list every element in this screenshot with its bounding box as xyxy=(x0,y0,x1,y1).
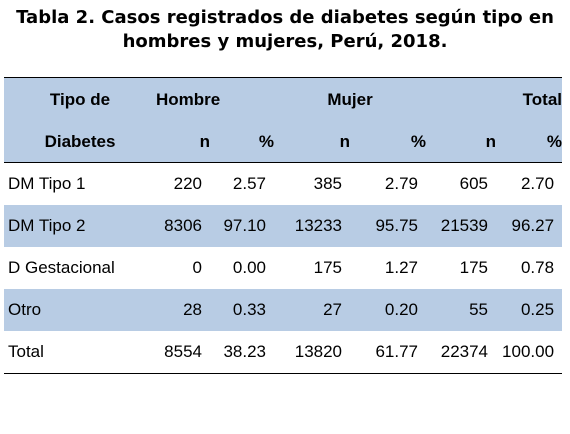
cell-hombre-pct: 0.00 xyxy=(210,247,274,289)
header-sub-hombre-n: n xyxy=(156,122,210,163)
header-sub-hombre-pct: % xyxy=(210,122,274,163)
row-label: D Gestacional xyxy=(4,247,156,289)
cell-mujer-n: 27 xyxy=(274,289,350,331)
cell-hombre-pct: 97.10 xyxy=(210,205,274,247)
cell-total-pct: 0.25 xyxy=(496,289,562,331)
table-row: D Gestacional 0 0.00 175 1.27 175 0.78 xyxy=(4,247,562,289)
cell-mujer-pct: 2.79 xyxy=(350,163,426,206)
cell-mujer-pct: 1.27 xyxy=(350,247,426,289)
cell-total-n: 55 xyxy=(426,289,496,331)
cell-hombre-pct: 2.57 xyxy=(210,163,274,206)
cell-total-n: 175 xyxy=(426,247,496,289)
header-sub-mujer-pct: % xyxy=(350,122,426,163)
header-group-mujer: Mujer xyxy=(274,78,426,123)
header-sub-total-n: n xyxy=(426,122,496,163)
header-tipo-line-2: Diabetes xyxy=(4,122,156,163)
cell-total-pct: 0.78 xyxy=(496,247,562,289)
header-sub-mujer-n: n xyxy=(274,122,350,163)
row-label: DM Tipo 1 xyxy=(4,163,156,206)
table-title: Tabla 2. Casos registrados de diabetes s… xyxy=(0,6,570,54)
header-row-groups: Tipo de Hombre Mujer Total xyxy=(4,78,562,123)
table-title-line-1: Tabla 2. Casos registrados de diabetes s… xyxy=(0,6,570,30)
header-group-hombre: Hombre xyxy=(156,78,274,123)
cell-mujer-n: 13820 xyxy=(274,331,350,374)
header-sub-total-pct: % xyxy=(496,122,562,163)
table-row: DM Tipo 1 220 2.57 385 2.79 605 2.70 xyxy=(4,163,562,206)
cell-total-n: 605 xyxy=(426,163,496,206)
table-row: Otro 28 0.33 27 0.20 55 0.25 xyxy=(4,289,562,331)
cell-hombre-n: 28 xyxy=(156,289,210,331)
cell-mujer-n: 13233 xyxy=(274,205,350,247)
cell-mujer-pct: 0.20 xyxy=(350,289,426,331)
cell-hombre-n: 0 xyxy=(156,247,210,289)
table-row-total: Total 8554 38.23 13820 61.77 22374 100.0… xyxy=(4,331,562,374)
cell-total-n: 22374 xyxy=(426,331,496,374)
diabetes-cases-table: Tipo de Hombre Mujer Total Diabetes n % … xyxy=(4,77,562,374)
cell-hombre-n: 8306 xyxy=(156,205,210,247)
cell-total-n: 21539 xyxy=(426,205,496,247)
cell-total-pct: 2.70 xyxy=(496,163,562,206)
row-label: Otro xyxy=(4,289,156,331)
cell-mujer-n: 175 xyxy=(274,247,350,289)
table-title-line-2: hombres y mujeres, Perú, 2018. xyxy=(0,30,570,54)
cell-mujer-pct: 95.75 xyxy=(350,205,426,247)
cell-hombre-n: 8554 xyxy=(156,331,210,374)
cell-hombre-pct: 38.23 xyxy=(210,331,274,374)
table-row: DM Tipo 2 8306 97.10 13233 95.75 21539 9… xyxy=(4,205,562,247)
header-tipo-line-1: Tipo de xyxy=(4,78,156,123)
table-header: Tipo de Hombre Mujer Total Diabetes n % … xyxy=(4,78,562,163)
row-label: Total xyxy=(4,331,156,374)
row-label: DM Tipo 2 xyxy=(4,205,156,247)
table-body: DM Tipo 1 220 2.57 385 2.79 605 2.70 DM … xyxy=(4,163,562,374)
cell-total-pct: 96.27 xyxy=(496,205,562,247)
header-row-subcolumns: Diabetes n % n % n % xyxy=(4,122,562,163)
cell-hombre-pct: 0.33 xyxy=(210,289,274,331)
cell-hombre-n: 220 xyxy=(156,163,210,206)
cell-mujer-n: 385 xyxy=(274,163,350,206)
header-group-total: Total xyxy=(426,78,562,123)
cell-total-pct: 100.00 xyxy=(496,331,562,374)
cell-mujer-pct: 61.77 xyxy=(350,331,426,374)
